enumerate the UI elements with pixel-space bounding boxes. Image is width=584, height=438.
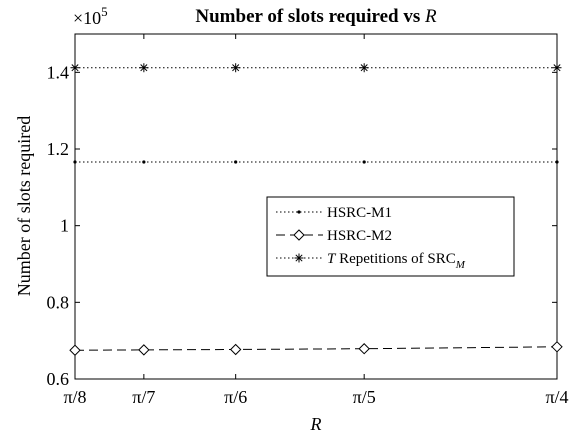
- asterisk-stroke: [232, 64, 240, 72]
- chart-title-var: R: [424, 6, 437, 27]
- data-point: [229, 343, 242, 356]
- legend-marker-sample: [297, 210, 301, 214]
- data-point: [70, 63, 80, 73]
- y-tick-label: 1.2: [47, 139, 70, 159]
- data-point: [362, 160, 366, 164]
- x-tick-label: π/8: [63, 387, 86, 407]
- data-point: [138, 344, 150, 356]
- chart-title: Number of slots required vs R: [195, 6, 437, 27]
- data-point: [555, 160, 559, 164]
- series-1: [73, 160, 559, 164]
- series-2: [69, 341, 563, 356]
- y-tick-label: 0.8: [47, 292, 70, 312]
- data-point: [69, 344, 81, 356]
- legend-label-t-sub: M: [455, 259, 466, 271]
- data-point: [73, 160, 77, 164]
- legend: HSRC-M1 HSRC-M2 T Repetitions of SRCM: [266, 196, 515, 277]
- data-point: [551, 341, 563, 353]
- legend-box: [266, 196, 515, 277]
- x-tick-label: π/4: [545, 387, 568, 407]
- y-exponent-power: 5: [101, 4, 108, 19]
- legend-label-hsrc-m2: HSRC-M2: [327, 228, 392, 244]
- data-point: [358, 343, 370, 355]
- y-axis-exponent: ×105: [73, 4, 108, 28]
- series-layer: [69, 63, 563, 356]
- y-tick-label: 0.6: [47, 369, 70, 389]
- asterisk-stroke: [71, 64, 79, 72]
- data-point: [234, 160, 238, 164]
- data-point: [359, 63, 369, 73]
- y-exponent-base: ×10: [73, 8, 101, 28]
- y-tick-label: 1: [60, 216, 69, 236]
- data-point: [552, 63, 562, 73]
- x-axis-label: R: [310, 414, 322, 434]
- legend-label-t-italic: T: [327, 251, 337, 267]
- legend-label-t-repetitions: T Repetitions of SRCM: [327, 251, 466, 271]
- legend-marker-sample: [294, 253, 304, 263]
- asterisk-stroke: [360, 64, 368, 72]
- data-point: [139, 63, 149, 73]
- data-point: [142, 160, 146, 164]
- chart-title-text: Number of slots required vs: [195, 6, 425, 27]
- legend-samples: [276, 210, 323, 263]
- y-axis-ticks: 0.6 0.8 1 1.2 1.4: [47, 62, 557, 389]
- series-3: [70, 63, 562, 73]
- legend-marker-sample: [293, 229, 305, 241]
- asterisk-stroke: [295, 254, 303, 262]
- asterisk-stroke: [553, 64, 561, 72]
- x-tick-label: π/7: [132, 387, 155, 407]
- legend-label-hsrc-m1: HSRC-M1: [327, 205, 392, 221]
- y-axis-label: Number of slots required: [14, 116, 34, 296]
- asterisk-stroke: [140, 64, 148, 72]
- data-point: [231, 63, 241, 73]
- x-axis-ticks: π/8 π/7 π/6 π/5 π/4: [63, 34, 569, 407]
- legend-label-t-rest: Repetitions of SRC: [335, 251, 455, 267]
- x-tick-label: π/5: [353, 387, 376, 407]
- x-tick-label: π/6: [224, 387, 247, 407]
- y-tick-label: 1.4: [47, 62, 70, 82]
